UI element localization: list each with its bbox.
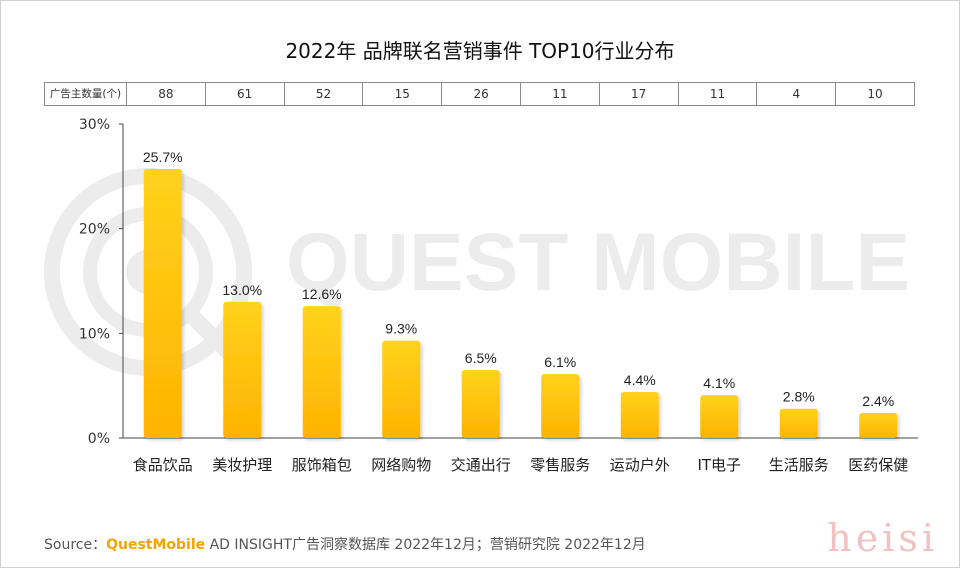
chart-title: 2022年 品牌联名营销事件 TOP10行业分布 (285, 39, 675, 63)
x-category-label: 运动户外 (610, 456, 670, 474)
x-category-label: IT电子 (697, 456, 741, 474)
source-text: AD INSIGHT广告洞察数据库 2022年12月；营销研究院 2022年12… (205, 537, 646, 553)
bar (461, 369, 500, 438)
advertiser-count-cell: 11 (679, 83, 758, 105)
bar (779, 408, 818, 438)
x-category-label: 零售服务 (530, 456, 590, 474)
x-category-label: 生活服务 (769, 456, 829, 474)
advertiser-count-label: 广告主数量(个) (45, 83, 127, 105)
x-category-label: 交通出行 (451, 456, 511, 474)
advertiser-count-cell: 17 (600, 83, 679, 105)
y-tick-label: 0% (88, 431, 110, 447)
source-note: Source：QuestMobile AD INSIGHT广告洞察数据库 202… (44, 534, 646, 554)
advertiser-count-cell: 4 (757, 83, 837, 105)
source-prefix: Source： (44, 537, 107, 553)
advertiser-count-cell: 10 (867, 87, 883, 101)
bar (302, 306, 341, 438)
bar-value-label: 6.1% (544, 354, 576, 370)
bar (700, 395, 739, 438)
y-tick-label: 30% (79, 117, 110, 133)
source-brand: QuestMobile (106, 537, 206, 553)
x-category-label: 美妆护理 (212, 456, 272, 474)
bar (223, 301, 262, 438)
bar (541, 374, 580, 438)
bar-value-label: 2.8% (783, 389, 815, 405)
advertiser-count-cell: 52 (285, 83, 364, 105)
bar (382, 340, 421, 438)
y-tick-label: 20% (79, 222, 110, 238)
bar-value-label: 13.0% (222, 282, 262, 298)
bar-chart: QUEST MOBILE 0% 10% 20% 30% 25.7% 13.0% 12.6%… (44, 117, 918, 474)
bar-value-label: 25.7% (143, 149, 183, 165)
x-category-label: 服饰箱包 (292, 456, 352, 474)
bar (143, 169, 182, 439)
bar-value-label: 4.1% (703, 375, 735, 391)
advertiser-count-cell: 11 (521, 83, 600, 105)
bar (620, 391, 659, 438)
advertiser-count-cell: 15 (363, 83, 443, 105)
bar-value-label: 6.5% (465, 350, 497, 366)
bar-value-label: 9.3% (385, 321, 417, 337)
bar-value-label: 2.4% (862, 393, 894, 409)
x-category-label: 食品饮品 (133, 456, 193, 474)
advertiser-count-cell: 26 (442, 83, 521, 105)
corner-watermark: heisi (827, 516, 938, 560)
advertiser-count-table: 广告主数量(个) 88 61 52 15 26 11 17 11 4 10 (44, 82, 915, 106)
x-category-label: 医药保健 (848, 456, 908, 474)
bar (859, 412, 898, 438)
advertiser-count-cell: 61 (206, 83, 285, 105)
bar-value-label: 12.6% (302, 286, 342, 302)
y-tick-label: 10% (79, 326, 110, 342)
watermark-text: QUEST MOBILE (286, 217, 910, 308)
x-category-label: 网络购物 (371, 456, 431, 474)
bar-value-label: 4.4% (624, 372, 656, 388)
advertiser-count-cell: 88 (127, 83, 206, 105)
